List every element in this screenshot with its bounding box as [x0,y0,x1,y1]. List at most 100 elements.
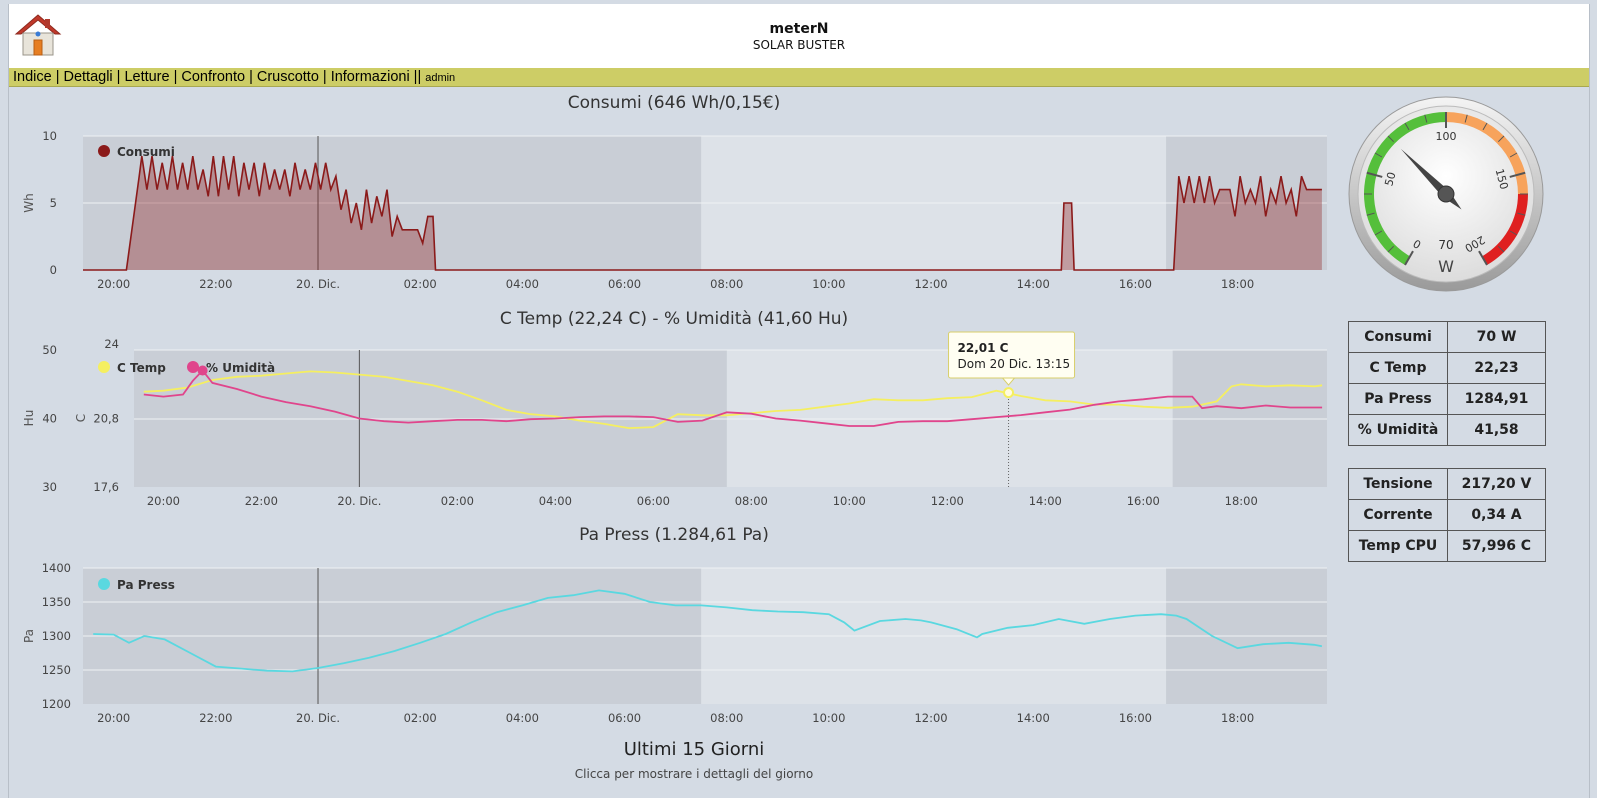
nav-informazioni[interactable]: Informazioni [330,69,410,85]
gauge-tick [1517,212,1526,216]
x-tick-label: 20. Dic. [337,494,381,508]
humidity-peak-marker [197,365,208,376]
nav-dettagli[interactable]: Dettagli [63,69,113,85]
x-tick-label: 12:00 [931,494,964,508]
nav-cruscotto[interactable]: Cruscotto [256,69,319,85]
x-tick-label: 02:00 [404,277,437,291]
gauge-tick [1497,245,1505,253]
system-row: Temp CPU 57,996 C [1348,530,1546,562]
system-label: Temp CPU [1348,530,1448,562]
y-tick-label-hu: 30 [42,480,57,494]
gauge-tick-label: 150 [1493,167,1511,191]
x-tick-label: 14:00 [1017,711,1050,725]
nav-indice[interactable]: Indice [13,69,52,85]
x-tick-label: 16:00 [1119,277,1152,291]
chart-title-consumi: Consumi (646 Wh/0,15€) [567,93,781,113]
y-tick-label: 1350 [42,595,71,609]
nav-letture[interactable]: Letture [124,69,170,85]
x-tick-label: 18:00 [1221,711,1254,725]
y-axis-label-hu: Hu [22,410,36,427]
x-tick-label: 22:00 [199,277,232,291]
tooltip-value: 22,01 C [958,341,1009,355]
gauge-tick [1387,135,1395,143]
x-tick-label: 16:00 [1119,711,1152,725]
humidity-line[interactable] [143,369,1323,427]
x-tick-label: 20. Dic. [296,711,340,725]
system-label: Corrente [1348,499,1448,531]
sensor-label: % Umidità [1348,414,1448,446]
y-tick-label: 1200 [42,697,71,711]
gauge-tick [1509,171,1526,178]
gauge-tick [1478,250,1488,266]
chart-pa-press[interactable]: 20:00 22:00 20. Dic. 02:00 04:00 06:00 08:00 10… [9,548,1349,736]
nav-separator: | [322,69,327,85]
x-tick-label: 08:00 [710,277,743,291]
y-tick-label: 0 [50,263,57,277]
nav-separator: || [413,69,422,85]
consumi-line[interactable] [83,155,1322,271]
house-icon[interactable] [14,12,62,58]
gauge-unit-label: W [1438,257,1454,276]
footer-subtitle: Clicca per mostrare i dettagli del giorn… [574,767,814,781]
header: meterN SOLAR BUSTER [9,4,1589,69]
sensor-value: 1284,91 [1447,383,1546,415]
y-tick-label: 1250 [42,663,71,677]
system-row: Corrente 0,34 A [1348,499,1546,531]
nav-confronto[interactable]: Confronto [181,69,246,85]
gauge-tick [1482,122,1488,131]
legend-label-pressure[interactable]: Pa Press [117,578,175,592]
legend-label-humidity[interactable]: % Umidità [206,361,275,375]
chart-title-pa-press: Pa Press (1.284,61 Pa) [579,525,769,545]
chart-temp-umidita[interactable]: 20:00 22:00 20. Dic. 02:00 04:00 06:00 08:00 10… [9,324,1349,520]
y-tick-label: 5 [50,196,57,210]
chart-consumi[interactable]: 20:00 22:00 20. Dic. 02:00 04:00 06:00 08:00 10… [9,116,1349,306]
gauge-tick [1404,250,1414,266]
gauge-pivot [1437,185,1455,203]
app-title: meterN [769,21,829,37]
gauge-tick-label: 50 [1382,171,1398,188]
legend-label-consumi[interactable]: Consumi [117,145,175,159]
info-table-system: Tensione 217,20 V Corrente 0,34 A Temp CPU 57… [1348,468,1546,562]
app-subtitle: SOLAR BUSTER [752,38,846,52]
gauge-tick [1366,171,1383,178]
sensor-row: C Temp 22,23 [1348,352,1546,384]
gauge-tick [1424,114,1428,123]
x-tick-label: 12:00 [914,277,947,291]
pressure-line[interactable] [93,589,1323,673]
x-tick-label: 18:00 [1225,494,1258,508]
x-tick-label: 22:00 [245,494,278,508]
nav-admin-link[interactable]: admin [425,72,456,84]
legend-marker-temp [98,361,110,373]
x-tick-label: 10:00 [812,711,845,725]
nav-separator: | [173,69,178,85]
legend-label-temp[interactable]: C Temp [117,361,166,375]
sensor-label: Consumi [1348,321,1448,353]
sensor-value: 41,58 [1447,414,1546,446]
chart-title-temp-umidita: C Temp (22,24 C) - % Umidità (41,60 Hu) [499,309,849,329]
sensor-value: 70 W [1447,321,1546,353]
y-tick-label-c: 17,6 [93,480,119,494]
x-tick-label: 16:00 [1127,494,1160,508]
x-tick-label: 20:00 [147,494,180,508]
sensor-row: Consumi 70 W [1348,321,1546,353]
tooltip-pointer [1001,377,1016,386]
gauge-tick [1374,230,1383,236]
system-value: 0,34 A [1447,499,1546,531]
y-tick-label-hu: 40 [42,412,57,426]
x-tick-label: 04:00 [539,494,572,508]
x-tick-label: 20:00 [97,277,130,291]
sensor-row: % Umidità 41,58 [1348,414,1546,446]
gauge-tick [1404,122,1410,131]
y-axis-label-c: C [74,414,88,422]
x-tick-label: 20:00 [97,711,130,725]
sensor-label: C Temp [1348,352,1448,384]
y-tick-label: 1300 [42,629,71,643]
consumi-area [83,156,1322,270]
y-axis-label: Pa [22,629,36,643]
gauge-tick [1387,245,1395,253]
footer-title[interactable]: Ultimi 15 Giorni [623,739,765,760]
gauge-tick [1509,152,1518,158]
x-tick-label: 08:00 [735,494,768,508]
